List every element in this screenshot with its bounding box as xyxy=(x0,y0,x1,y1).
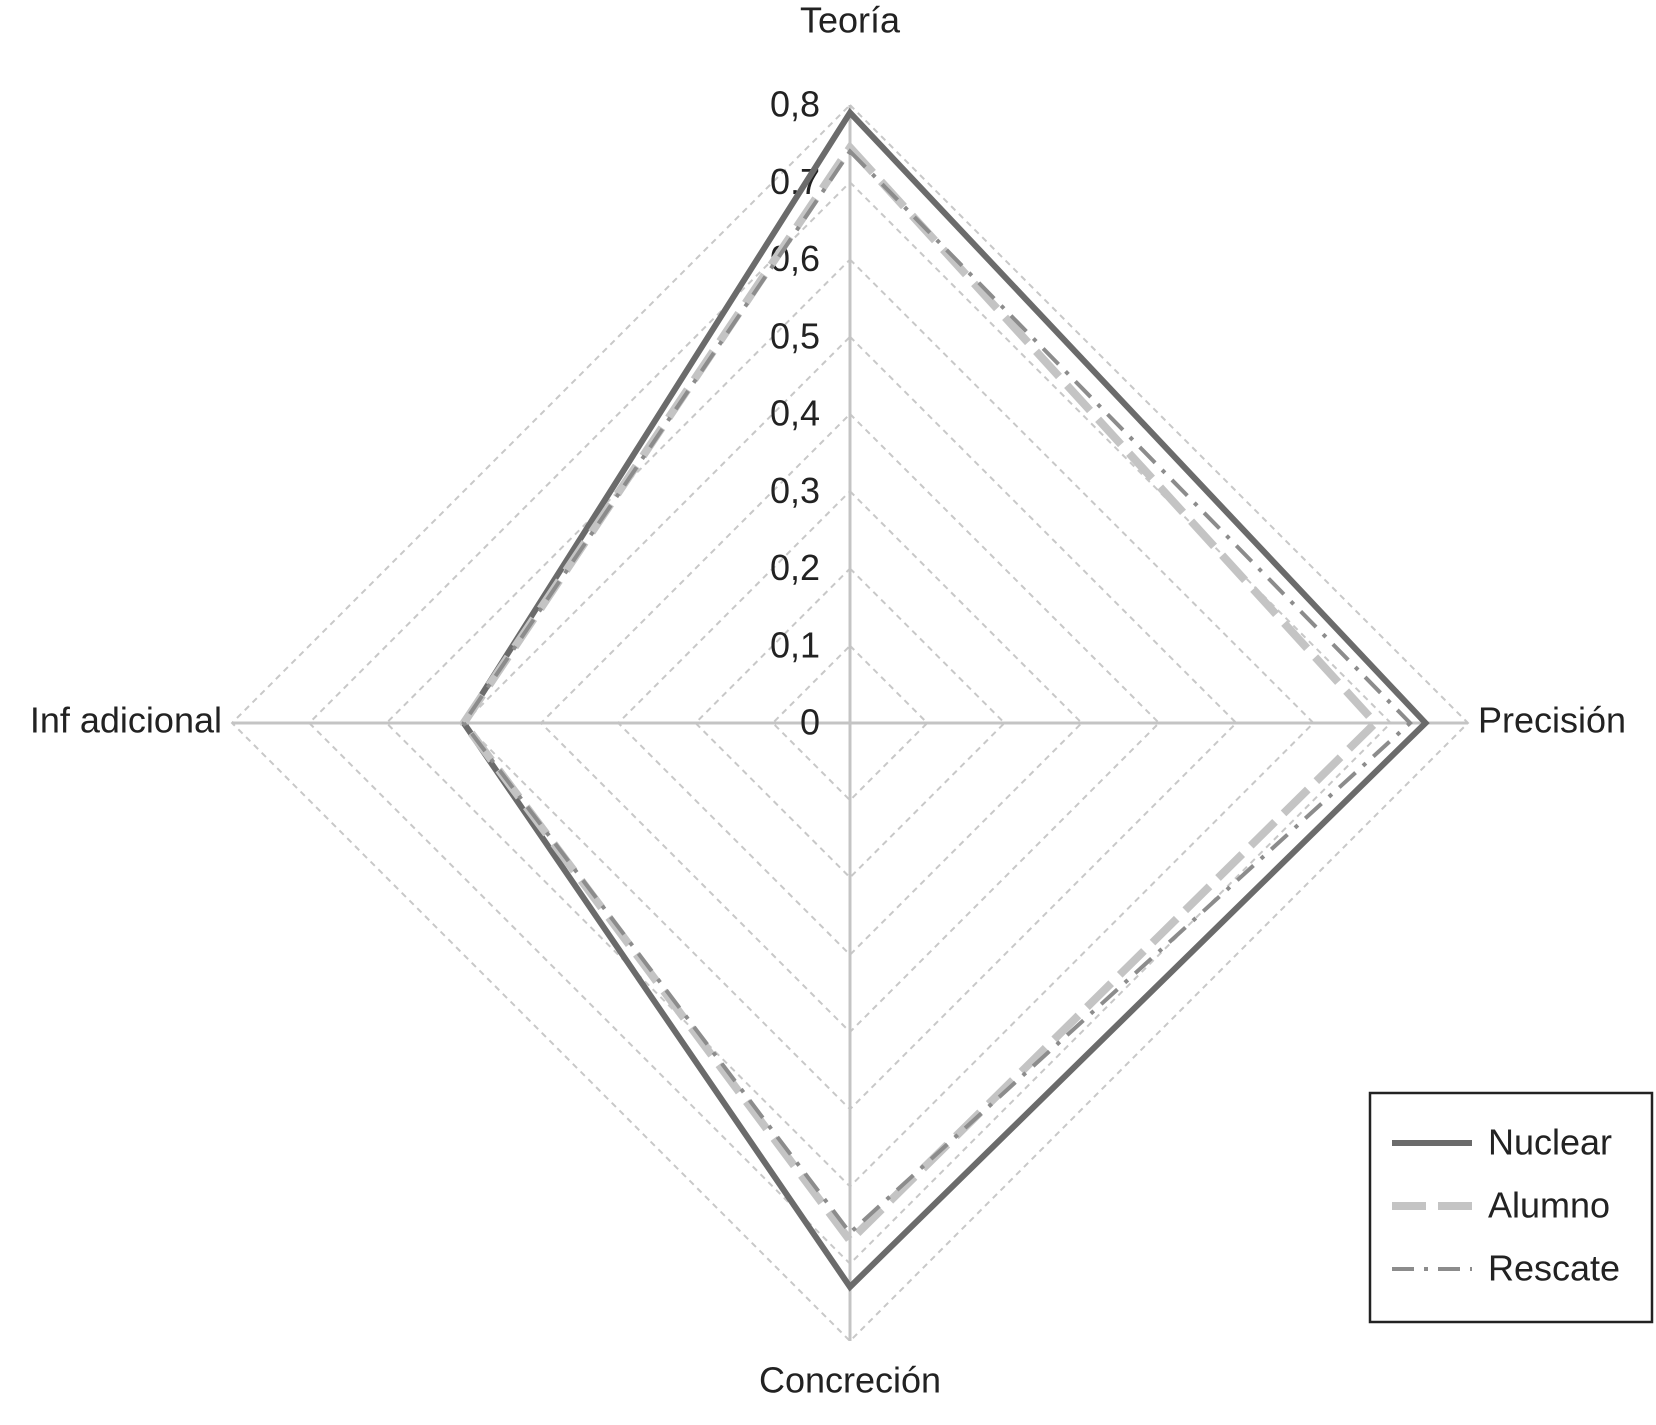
r-tick-label: 0,4 xyxy=(770,393,820,434)
r-tick-label: 0,3 xyxy=(770,470,820,511)
grid-ring xyxy=(694,567,1006,879)
r-tick-label: 0,5 xyxy=(770,315,820,356)
legend-label: Alumno xyxy=(1488,1185,1610,1226)
r-tick-label: 0,2 xyxy=(770,547,820,588)
legend-label: Nuclear xyxy=(1488,1122,1612,1163)
grid-ring xyxy=(616,489,1084,957)
category-label: Inf adicional xyxy=(30,700,222,741)
r-tick-label: 0,1 xyxy=(770,624,820,665)
r-tick-label: 0,8 xyxy=(770,84,820,125)
series-line xyxy=(461,148,1413,1236)
legend: Nuclear Alumno Rescate xyxy=(1368,1091,1654,1324)
category-label: Concreción xyxy=(759,1360,941,1401)
category-label: Precisión xyxy=(1478,700,1626,741)
series-line xyxy=(458,141,1381,1247)
series-line xyxy=(460,107,1430,1292)
grid-ring xyxy=(771,644,929,802)
category-label: Teoría xyxy=(800,0,901,41)
legend-label: Rescate xyxy=(1488,1248,1620,1289)
r-tick-label: 0 xyxy=(800,702,820,743)
